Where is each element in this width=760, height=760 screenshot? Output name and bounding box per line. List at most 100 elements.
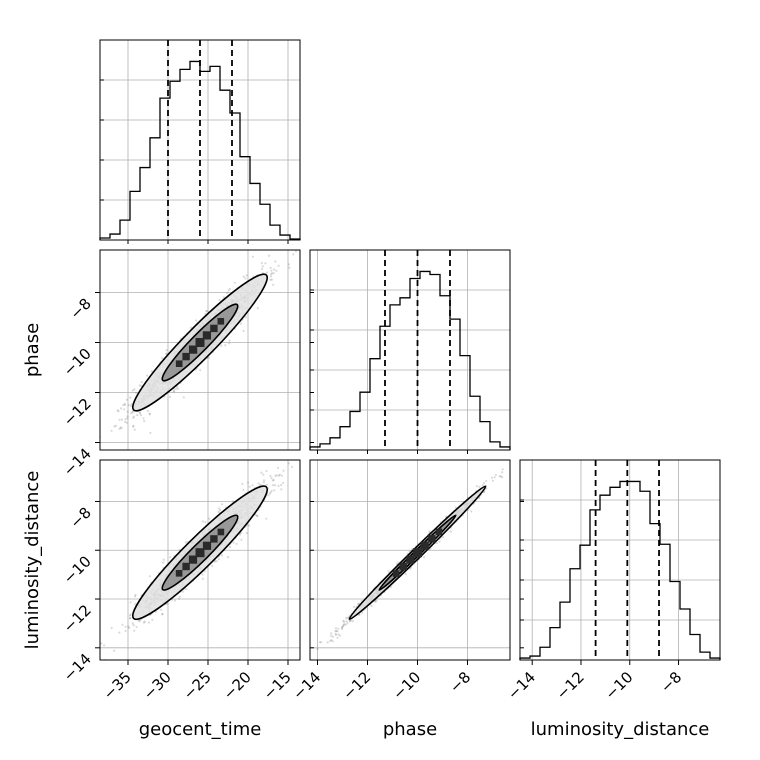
scatter-point: [438, 540, 441, 543]
scatter-point: [280, 474, 283, 477]
density-core-phase-vs-luminosity-distance: [420, 541, 429, 550]
scatter-point: [233, 281, 236, 284]
scatter-point: [482, 482, 485, 485]
y-tick-label-phase: −12: [60, 395, 95, 430]
scatter-point: [330, 639, 333, 642]
scatter-point: [244, 277, 247, 280]
scatter-point: [291, 454, 293, 456]
scatter-point: [245, 274, 248, 277]
scatter-point: [276, 466, 279, 469]
scatter-point: [269, 491, 272, 494]
scatter-point: [126, 410, 129, 413]
scatter-point: [269, 278, 272, 281]
scatter-point: [136, 413, 139, 417]
scatter-point: [217, 510, 220, 513]
scatter-point: [261, 267, 264, 270]
scatter-point: [129, 617, 132, 620]
y-tick-label-phase: −8: [66, 295, 94, 323]
scatter-point: [470, 510, 473, 513]
scatter-point: [428, 530, 431, 533]
scatter-point: [348, 619, 351, 623]
scatter-point: [96, 462, 98, 464]
scatter-point: [162, 561, 165, 564]
scatter-point: [512, 457, 514, 459]
density-core-geocent-time-vs-luminosity-distance: [217, 528, 225, 536]
scatter-point: [161, 357, 164, 360]
scatter-point: [257, 482, 260, 485]
scatter-point: [130, 402, 133, 406]
histogram-step-phase: [309, 270, 511, 450]
scatter-point: [110, 626, 113, 630]
density-core-geocent-time-vs-phase: [175, 360, 183, 367]
scatter-point: [149, 431, 152, 434]
frame-layer: [99, 39, 721, 661]
panel-frame-0-0: [99, 39, 301, 241]
scatter-point: [124, 403, 127, 406]
scatter-point: [129, 601, 132, 604]
scatter-point: [150, 370, 153, 373]
scatter-point: [248, 524, 251, 527]
scatter-point: [119, 426, 122, 429]
scatter-point: [174, 599, 177, 602]
y-tick-label-phase: −14: [60, 445, 95, 480]
scatter-point: [254, 513, 257, 517]
scatter-point: [148, 412, 151, 415]
scatter-point: [256, 307, 259, 310]
scatter-point: [344, 623, 347, 626]
scatter-point: [357, 602, 360, 605]
scatter-point: [387, 570, 390, 573]
scatter-point: [195, 319, 198, 322]
scatter-point: [132, 425, 135, 428]
density-core-phase-vs-luminosity-distance: [428, 535, 436, 543]
scatter-point: [208, 517, 211, 520]
x-tick-label-geocent-time: −35: [100, 668, 135, 703]
scatter-point: [123, 408, 126, 411]
scatter-point: [343, 622, 346, 626]
scatter-point: [449, 530, 452, 533]
scatter-point: [329, 639, 332, 643]
scatter-point: [133, 428, 136, 431]
scatter-point: [130, 404, 133, 408]
scatter-point: [268, 492, 272, 495]
scatter-point: [342, 625, 345, 628]
scatter-point: [235, 542, 238, 546]
scatter-point: [501, 468, 504, 471]
scatter-point: [224, 344, 227, 347]
scatter-point: [121, 623, 124, 626]
scatter-point: [132, 424, 135, 427]
scatter-point: [143, 620, 146, 623]
scatter-point: [146, 374, 149, 377]
scatter-point: [218, 299, 221, 302]
scatter-point: [138, 619, 141, 623]
scatter-point: [349, 619, 353, 622]
scatter-point: [343, 620, 346, 623]
scatter-point: [260, 261, 263, 265]
y-tick-label-luminosity-distance: −10: [60, 552, 95, 587]
scatter-point: [282, 469, 285, 472]
scatter-point: [341, 625, 344, 629]
scatter-point: [122, 404, 125, 407]
scatter-point: [270, 489, 273, 492]
scatter-point: [140, 414, 143, 417]
scatter-point: [475, 485, 478, 488]
scatter-point: [221, 503, 224, 506]
scatter-point: [213, 560, 216, 563]
histogram-step-luminosity-distance: [519, 480, 721, 660]
scatter-point: [274, 260, 277, 263]
scatter-point: [271, 484, 275, 487]
density-core-phase-vs-luminosity-distance: [413, 548, 422, 558]
scatter-point: [274, 484, 277, 487]
scatter-point: [201, 520, 204, 523]
scatter-point: [118, 427, 121, 430]
density-core-geocent-time-vs-luminosity-distance: [202, 541, 212, 550]
scatter-point: [499, 475, 502, 478]
panel-frame-2-1: [309, 459, 511, 661]
scatter-point: [127, 404, 130, 407]
scatter-point: [268, 254, 271, 257]
scatter-point: [220, 554, 224, 557]
scatter-point: [120, 426, 123, 430]
scatter-point: [256, 514, 259, 518]
scatter-point: [176, 385, 179, 389]
scatter-point: [326, 641, 329, 644]
scatter-point: [132, 624, 135, 627]
